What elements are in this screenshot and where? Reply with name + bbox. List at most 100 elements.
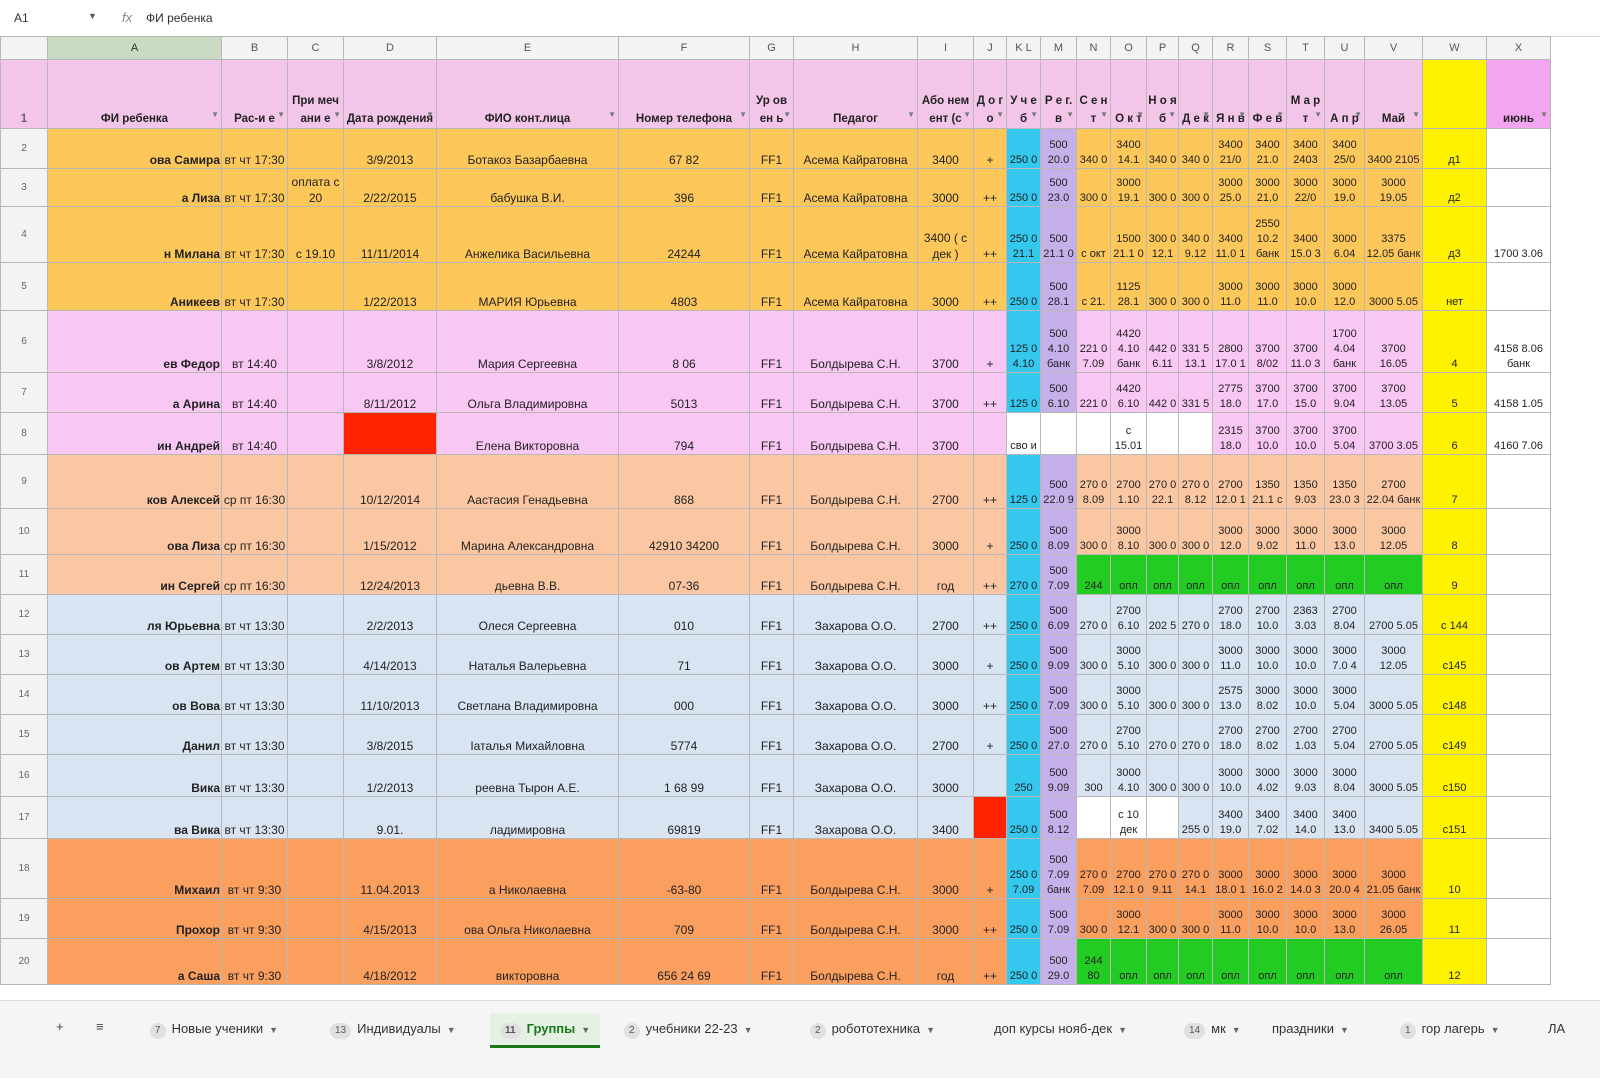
cell[interactable]: Светлана Владимировна <box>436 674 619 715</box>
cell[interactable]: Вика <box>47 754 222 797</box>
column-header-q[interactable]: Q <box>1178 36 1213 60</box>
filter-icon[interactable]: ▼ <box>1066 110 1074 119</box>
cell[interactable]: Мария Сергеевна <box>436 310 619 373</box>
cell[interactable]: Асема Кайратовна <box>793 262 918 311</box>
cell[interactable] <box>1486 838 1551 899</box>
cell[interactable]: + <box>973 838 1007 899</box>
cell[interactable]: с 19.10 <box>287 206 344 263</box>
cell[interactable]: 270 0 <box>1006 554 1041 595</box>
header-cell[interactable]: Рас-и е ▼ <box>221 59 288 129</box>
cell[interactable]: 5774 <box>618 714 750 755</box>
cell[interactable]: 2550 10.2 банк <box>1248 206 1287 263</box>
cell[interactable]: 2700 18.0 <box>1212 714 1249 755</box>
cell[interactable]: 250 0 <box>1006 508 1041 555</box>
column-header-i[interactable]: I <box>917 36 974 60</box>
cell[interactable]: Марина Александровна <box>436 508 619 555</box>
cell[interactable]: 3000 8.04 <box>1324 754 1365 797</box>
cell[interactable]: 500 7.09 банк <box>1040 838 1077 899</box>
cell[interactable] <box>287 262 344 311</box>
cell[interactable]: Аникеев <box>47 262 222 311</box>
cell[interactable]: опл <box>1248 554 1287 595</box>
cell[interactable]: вт чт 13:30 <box>221 796 288 839</box>
cell[interactable]: 7 <box>1422 454 1487 509</box>
cell[interactable]: 4420 6.10 <box>1110 372 1147 413</box>
cell[interactable]: 2775 18.0 <box>1212 372 1249 413</box>
add-sheet-button[interactable]: + <box>56 1019 64 1034</box>
cell[interactable]: 1125 28.1 <box>1110 262 1147 311</box>
cell[interactable]: Болдырева С.Н. <box>793 938 918 985</box>
sheet-tab[interactable]: 7 Новые ученики ▼ <box>150 1013 278 1045</box>
cell[interactable]: 500 9.09 <box>1040 634 1077 675</box>
cell[interactable]: вт 14:40 <box>221 372 288 413</box>
cell[interactable]: 3000 25.0 <box>1212 168 1249 207</box>
cell[interactable]: ++ <box>973 554 1007 595</box>
cell[interactable]: Іаталья Михайловна <box>436 714 619 755</box>
cell[interactable]: 2700 5.10 <box>1110 714 1147 755</box>
filter-icon[interactable]: ▼ <box>739 110 747 119</box>
cell[interactable]: опл <box>1146 938 1179 985</box>
cell[interactable]: 2700 1.10 <box>1110 454 1147 509</box>
cell[interactable] <box>1076 796 1111 839</box>
cell[interactable]: 250 0 <box>1006 714 1041 755</box>
filter-icon[interactable]: ▼ <box>1412 110 1420 119</box>
cell[interactable]: Асема Кайратовна <box>793 168 918 207</box>
cell[interactable]: ++ <box>973 454 1007 509</box>
cell[interactable]: Данил <box>47 714 222 755</box>
cell[interactable]: вт чт 17:30 <box>221 128 288 169</box>
cell[interactable]: 3700 16.05 <box>1364 310 1423 373</box>
cell[interactable]: 250 0 7.09 <box>1006 838 1041 899</box>
cell[interactable]: 3000 11.0 <box>1248 262 1287 311</box>
cell[interactable]: FF1 <box>749 796 794 839</box>
cell[interactable]: 2363 3.03 <box>1286 594 1325 635</box>
cell[interactable]: а Саша <box>47 938 222 985</box>
cell[interactable]: 3000 10.0 <box>1286 634 1325 675</box>
chevron-down-icon[interactable]: ▼ <box>1490 1025 1500 1035</box>
cell[interactable]: Захарова О.О. <box>793 594 918 635</box>
cell[interactable]: 2/2/2013 <box>343 594 437 635</box>
header-cell[interactable]: Ур ов ен ь ▼ <box>749 59 794 129</box>
cell[interactable]: 270 0 <box>1076 714 1111 755</box>
cell[interactable]: 5013 <box>618 372 750 413</box>
cell[interactable]: 4420 4.10 банк <box>1110 310 1147 373</box>
cell[interactable]: Болдырева С.Н. <box>793 898 918 939</box>
cell[interactable] <box>1486 454 1551 509</box>
cell[interactable]: вт чт 13:30 <box>221 674 288 715</box>
cell[interactable]: 500 7.09 <box>1040 674 1077 715</box>
cell[interactable]: ср пт 16:30 <box>221 554 288 595</box>
chevron-down-icon[interactable]: ▼ <box>926 1025 935 1035</box>
cell[interactable]: с 21. <box>1076 262 1111 311</box>
cell[interactable]: 3000 <box>917 262 974 311</box>
cell[interactable]: 2700 <box>917 454 974 509</box>
cell[interactable]: д1 <box>1422 128 1487 169</box>
cell[interactable]: ++ <box>973 674 1007 715</box>
cell[interactable]: 3000 19.0 <box>1324 168 1365 207</box>
filter-icon[interactable]: ▼ <box>1168 110 1176 119</box>
cell[interactable]: 3400 19.0 <box>1212 796 1249 839</box>
cell[interactable]: 3400 ( с дек ) <box>917 206 974 263</box>
sheet-tab[interactable]: 14 мк ▼ <box>1184 1013 1241 1045</box>
cell[interactable]: + <box>973 714 1007 755</box>
cell[interactable]: FF1 <box>749 128 794 169</box>
cell[interactable] <box>287 674 344 715</box>
cell[interactable]: 1/22/2013 <box>343 262 437 311</box>
cell[interactable]: Олеся Сергеевна <box>436 594 619 635</box>
name-box[interactable]: A1 <box>14 11 29 25</box>
cell[interactable]: 3000 5.04 <box>1324 674 1365 715</box>
cell[interactable]: Болдырева С.Н. <box>793 412 918 455</box>
cell[interactable]: 500 4.10 банк <box>1040 310 1077 373</box>
sheet-tab[interactable]: 13 Индивидуалы ▼ <box>330 1013 456 1045</box>
cell[interactable]: 125 0 <box>1006 372 1041 413</box>
cell[interactable]: 442 0 <box>1146 372 1179 413</box>
cell[interactable]: 3700 13.05 <box>1364 372 1423 413</box>
cell[interactable]: 2575 13.0 <box>1212 674 1249 715</box>
column-header-d[interactable]: D <box>343 36 437 60</box>
filter-icon[interactable]: ▼ <box>426 110 434 119</box>
column-header-b[interactable]: B <box>221 36 288 60</box>
cell[interactable]: 500 27.0 <box>1040 714 1077 755</box>
chevron-down-icon[interactable]: ▼ <box>88 11 97 21</box>
row-number[interactable]: 16 <box>0 754 48 797</box>
cell[interactable]: Захарова О.О. <box>793 634 918 675</box>
cell[interactable]: Прохор <box>47 898 222 939</box>
header-cell[interactable]: При меч ани е ▼ <box>287 59 344 129</box>
